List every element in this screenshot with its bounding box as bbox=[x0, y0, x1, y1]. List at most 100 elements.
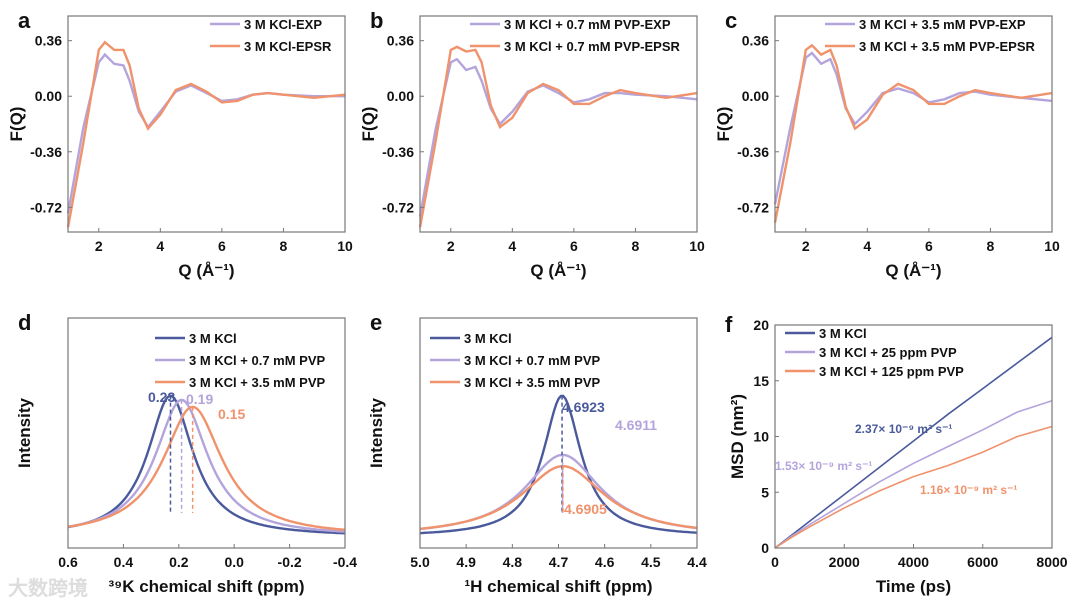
watermark: 大数跨境 bbox=[8, 576, 88, 600]
peak-label: 0.23 bbox=[148, 389, 175, 405]
x-axis-label: Q (Å⁻¹) bbox=[178, 261, 234, 280]
y-tick-label: -0.72 bbox=[30, 199, 62, 215]
y-tick-label: 0.36 bbox=[35, 33, 62, 49]
legend-label: 3 M KCl bbox=[464, 331, 512, 346]
y-axis-label: F(Q) bbox=[714, 107, 733, 142]
y-tick-label: -0.72 bbox=[737, 199, 769, 215]
y-tick-label: 0.36 bbox=[742, 33, 769, 49]
x-tick-label: 0.4 bbox=[114, 554, 134, 570]
x-tick-label: 4 bbox=[156, 238, 164, 254]
x-tick-label: 4.7 bbox=[549, 554, 569, 570]
legend-label: 3 M KCl-EPSR bbox=[244, 39, 332, 54]
legend-label: 3 M KCl + 3.5 mM PVP-EPSR bbox=[859, 39, 1036, 54]
x-axis-label: ¹H chemical shift (ppm) bbox=[465, 577, 653, 596]
x-axis-label: Q (Å⁻¹) bbox=[885, 261, 941, 280]
series-line-2 bbox=[774, 425, 1053, 549]
series-line-0 bbox=[67, 394, 345, 535]
legend-label: 3 M KCl + 3.5 mM PVP bbox=[464, 375, 601, 390]
x-tick-label: 4.9 bbox=[456, 554, 476, 570]
x-tick-label: 4.6 bbox=[595, 554, 615, 570]
x-tick-label: 4000 bbox=[898, 554, 929, 570]
panel-b: b 2 4 6 8 10 0.36 0.00 -0.36 -0.72 Q (Å⁻¹) F(Q) 3 M … bbox=[359, 8, 705, 280]
legend-label: 3 M KCl + 3.5 mM PVP-EXP bbox=[859, 17, 1026, 32]
legend-label: 3 M KCl bbox=[189, 331, 237, 346]
legend-label: 3 M KCl + 125 ppm PVP bbox=[819, 364, 964, 379]
y-tick-label: 0.00 bbox=[35, 88, 62, 104]
panel-label: a bbox=[18, 8, 31, 33]
y-tick-label: 0.00 bbox=[387, 88, 414, 104]
x-tick-label: 2 bbox=[447, 238, 455, 254]
x-tick-label: 4.4 bbox=[687, 554, 707, 570]
x-tick-label: 10 bbox=[1044, 238, 1060, 254]
legend-label: 3 M KCl + 0.7 mM PVP-EPSR bbox=[504, 39, 681, 54]
x-tick-label: 8 bbox=[280, 238, 288, 254]
x-tick-label: 8 bbox=[632, 238, 640, 254]
y-tick-label: 0.36 bbox=[387, 33, 414, 49]
x-tick-label: 4.5 bbox=[641, 554, 661, 570]
x-tick-label: 4.8 bbox=[503, 554, 523, 570]
panel-a: a 2 4 6 8 10 0.36 0.00 -0.36 -0.72 Q (Å⁻¹) F(Q) 3 M … bbox=[7, 8, 353, 280]
series-line-0 bbox=[773, 51, 1053, 205]
y-tick-label: 0.00 bbox=[742, 88, 769, 104]
panel-label: d bbox=[18, 310, 31, 335]
peak-label: 4.6911 bbox=[615, 417, 657, 433]
diffusion-label: 1.16× 10⁻⁹ m² s⁻¹ bbox=[920, 483, 1017, 497]
y-tick-label: 20 bbox=[753, 317, 769, 333]
y-tick-label: 15 bbox=[753, 373, 769, 389]
legend-label: 3 M KCl + 0.7 mM PVP bbox=[189, 353, 326, 368]
x-tick-label: 10 bbox=[337, 238, 353, 254]
diffusion-label: 1.53× 10⁻⁹ m² s⁻¹ bbox=[775, 459, 872, 473]
plot-frame bbox=[774, 15, 1053, 233]
x-tick-label: 5.0 bbox=[410, 554, 430, 570]
y-tick-label: -0.36 bbox=[30, 144, 62, 160]
panel-c: c 2 4 6 8 10 0.36 0.00 -0.36 -0.72 Q (Å⁻¹) F(Q) 3 M … bbox=[714, 8, 1060, 280]
x-tick-label: 6 bbox=[218, 238, 226, 254]
panel-label: c bbox=[725, 8, 737, 33]
y-tick-label: 10 bbox=[753, 429, 769, 445]
x-tick-label: 8000 bbox=[1036, 554, 1067, 570]
x-axis-label: Q (Å⁻¹) bbox=[530, 261, 586, 280]
y-tick-label: -0.36 bbox=[382, 144, 414, 160]
peak-label: 0.19 bbox=[186, 391, 213, 407]
y-axis-label: MSD (nm²) bbox=[728, 394, 747, 479]
y-axis-label: Intensity bbox=[367, 398, 386, 468]
x-tick-label: 0.0 bbox=[224, 554, 244, 570]
peak-label: 4.6905 bbox=[564, 501, 607, 517]
x-tick-label: -0.4 bbox=[333, 554, 357, 570]
x-tick-label: 0.2 bbox=[169, 554, 189, 570]
y-tick-label: 0 bbox=[761, 540, 769, 556]
y-tick-label: -0.36 bbox=[737, 144, 769, 160]
x-tick-label: 2 bbox=[95, 238, 103, 254]
series-line-1 bbox=[773, 43, 1053, 223]
legend-label: 3 M KCl + 25 ppm PVP bbox=[819, 345, 957, 360]
y-tick-label: 5 bbox=[761, 484, 769, 500]
x-tick-label: 4 bbox=[863, 238, 871, 254]
panel-f: f 0 2000 4000 6000 8000 0 5 10 15 20 Time (ps) MSD (… bbox=[725, 312, 1068, 596]
x-axis-label: Time (ps) bbox=[876, 577, 951, 596]
panel-label: f bbox=[725, 312, 733, 337]
plot-frame bbox=[67, 317, 346, 549]
series-line-1 bbox=[66, 40, 346, 228]
y-tick-label: -0.72 bbox=[382, 199, 414, 215]
panel-d: d 0.6 0.4 0.2 0.0 -0.2 -0.4 ³⁹K chemical shift … bbox=[15, 310, 357, 596]
x-tick-label: 10 bbox=[689, 238, 705, 254]
x-tick-label: 4 bbox=[508, 238, 516, 254]
x-tick-label: 8 bbox=[987, 238, 995, 254]
diffusion-label: 2.37× 10⁻⁹ m² s⁻¹ bbox=[855, 422, 952, 436]
x-tick-label: 6000 bbox=[967, 554, 998, 570]
series-line-2 bbox=[419, 464, 698, 530]
plot-frame bbox=[67, 15, 346, 233]
legend-label: 3 M KCl + 0.7 mM PVP bbox=[464, 353, 601, 368]
panel-label: b bbox=[370, 8, 383, 33]
series-line-1 bbox=[418, 45, 698, 228]
x-axis-label: ³⁹K chemical shift (ppm) bbox=[108, 577, 304, 596]
series-line-0 bbox=[418, 57, 698, 217]
x-tick-label: 2 bbox=[802, 238, 810, 254]
plot-frame bbox=[419, 15, 698, 233]
y-axis-label: F(Q) bbox=[7, 107, 26, 142]
legend-label: 3 M KCl bbox=[819, 326, 867, 341]
series-line-1 bbox=[774, 400, 1053, 549]
legend-label: 3 M KCl + 3.5 mM PVP bbox=[189, 375, 326, 390]
